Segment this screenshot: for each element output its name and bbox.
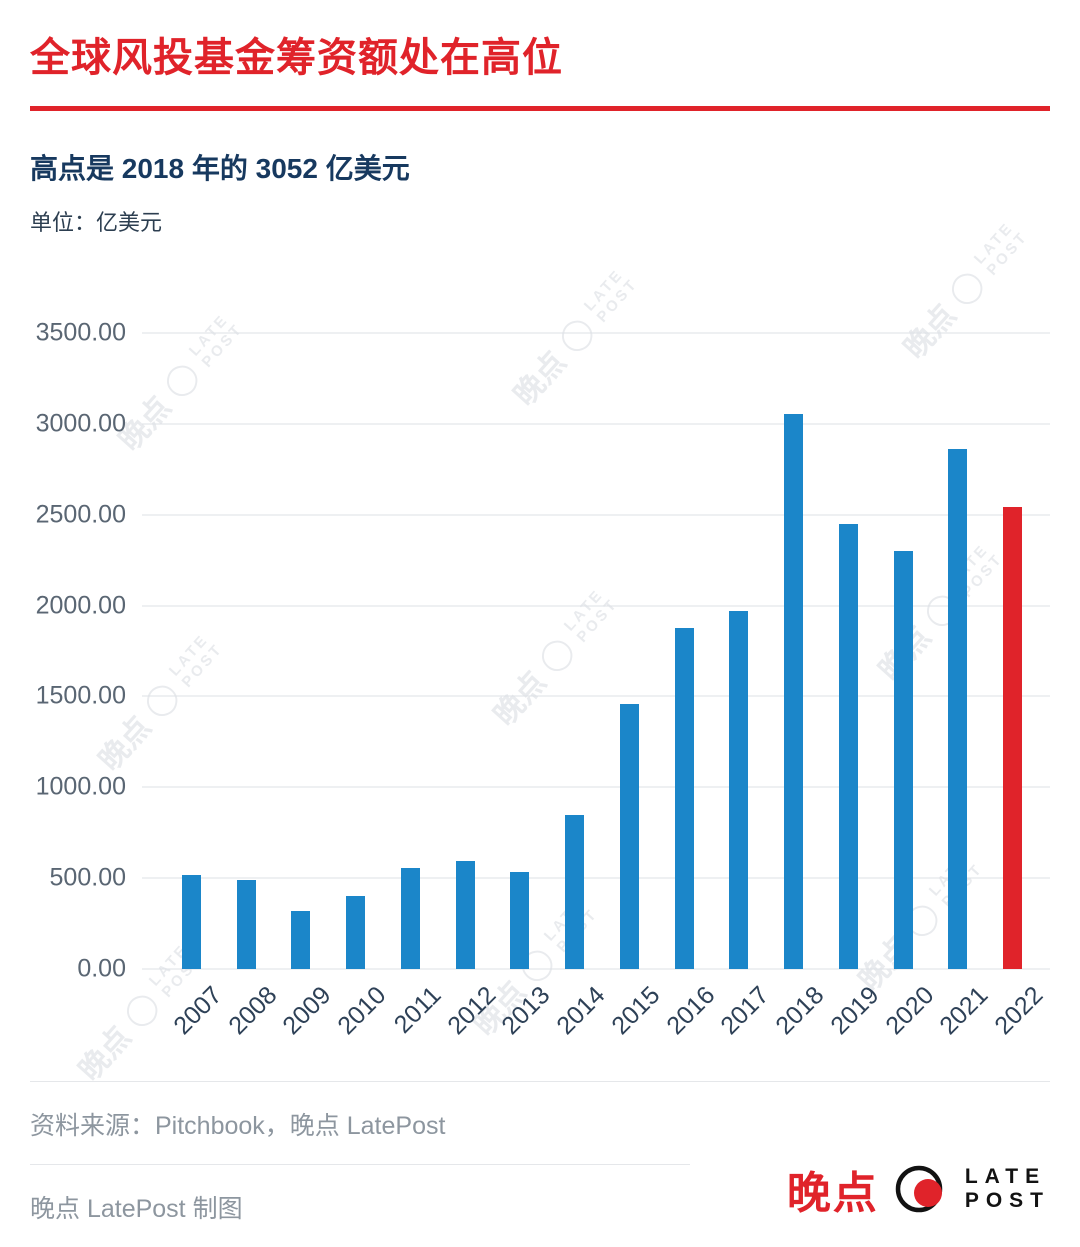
watermark-part: ◯ (942, 263, 990, 311)
bar-slot (766, 333, 821, 969)
gridline (142, 968, 1050, 970)
x-tick-label: 2022 (989, 981, 1049, 1041)
source-text: 资料来源：Pitchbook，晚点 LatePost (30, 1112, 446, 1140)
logo-en-line1: LATE (964, 1164, 1047, 1188)
bar-slot (657, 333, 712, 969)
x-slot: 2014 (547, 969, 610, 1057)
gridline (142, 514, 1050, 516)
x-slot: 2017 (712, 969, 775, 1057)
logo-en-line2: POST (964, 1189, 1050, 1212)
footer-divider-middle (30, 1164, 690, 1165)
bar-slot (383, 333, 438, 969)
bar-2019 (838, 523, 858, 969)
bar-2014 (565, 814, 585, 969)
bar-2015 (619, 703, 639, 969)
credit-text: 晚点 LatePost 制图 (30, 1195, 243, 1223)
gridline (142, 332, 1050, 334)
bar-2020 (893, 551, 913, 969)
x-slot: 2013 (493, 969, 556, 1057)
x-slot: 2007 (164, 969, 227, 1057)
unit-label: 单位：亿美元 (30, 210, 163, 235)
y-tick-label: 2000.00 (35, 591, 126, 620)
bar-slot (493, 333, 548, 969)
bar-slot (219, 333, 274, 969)
bar-slot (931, 333, 986, 969)
plot-area: 3500.00 3000.00 2500.00 2000.00 1500.00 1000.… (36, 319, 1050, 983)
x-slot: 2012 (438, 969, 501, 1057)
bar-2016 (674, 628, 694, 969)
bar-slot (274, 333, 329, 969)
x-slot: 2022 (985, 969, 1048, 1057)
x-slot: 2021 (931, 969, 994, 1057)
bar-slot (821, 333, 876, 969)
y-tick-label: 1500.00 (35, 681, 126, 710)
x-axis: 2007 2008 2009 2010 2011 2012 2013 2014 2015 2016… (142, 969, 1050, 1057)
bar-2018 (784, 414, 804, 969)
bar-2007 (181, 874, 201, 969)
logo-en-text: LATE POST (965, 1165, 1050, 1213)
bar-slot (438, 333, 493, 969)
bar-slot (164, 333, 219, 969)
x-slot: 2011 (383, 969, 446, 1057)
gridline (142, 605, 1050, 607)
x-slot: 2016 (657, 969, 720, 1057)
bar-slot (602, 333, 657, 969)
bar-2017 (729, 611, 749, 969)
x-slot: 2020 (876, 969, 939, 1057)
page-title: 全球风投基金筹资额处在高位 (30, 36, 563, 80)
bar-2013 (510, 871, 530, 969)
x-slot: 2008 (219, 969, 282, 1057)
bar-2010 (346, 896, 366, 969)
title-underline (30, 106, 1050, 111)
logo-circle-icon (895, 1162, 949, 1216)
gridline (142, 877, 1050, 879)
x-slot: 2015 (602, 969, 665, 1057)
x-slot: 2019 (821, 969, 884, 1057)
y-tick-label: 500.00 (49, 863, 126, 892)
bar-slot (876, 333, 931, 969)
bar-2008 (236, 879, 256, 969)
y-tick-label: 3000.00 (35, 409, 126, 438)
bar-slot (328, 333, 383, 969)
latepost-logo: 晚点 LATE POST (787, 1157, 1050, 1221)
bar-2009 (291, 910, 311, 969)
bars (142, 333, 1050, 969)
chart-subtitle: 高点是 2018 年的 3052 亿美元 (30, 153, 410, 184)
bar-slot (985, 333, 1040, 969)
logo-cn-text: 晚点 (786, 1169, 879, 1218)
bar-2022 (1003, 507, 1023, 969)
gridline (142, 786, 1050, 788)
x-slot: 2009 (274, 969, 337, 1057)
gridline (142, 423, 1050, 425)
bar-chart: 3500.00 3000.00 2500.00 2000.00 1500.00 1000.… (30, 319, 1050, 1057)
header: 全球风投基金筹资额处在高位 (0, 0, 1080, 82)
footer: 资料来源：Pitchbook，晚点 LatePost 晚点 LatePost 制… (30, 1081, 1050, 1225)
y-tick-label: 1000.00 (35, 772, 126, 801)
x-slot: 2010 (328, 969, 391, 1057)
y-tick-label: 0.00 (77, 954, 126, 983)
y-tick-label: 3500.00 (35, 318, 126, 347)
gridline (142, 695, 1050, 697)
y-tick-label: 2500.00 (35, 500, 126, 529)
bar-slot (547, 333, 602, 969)
x-slot: 2018 (766, 969, 829, 1057)
bar-2021 (948, 449, 968, 969)
footer-divider-top (30, 1081, 1050, 1082)
bar-2011 (400, 868, 420, 969)
bar-slot (712, 333, 767, 969)
bar-2012 (455, 860, 475, 969)
